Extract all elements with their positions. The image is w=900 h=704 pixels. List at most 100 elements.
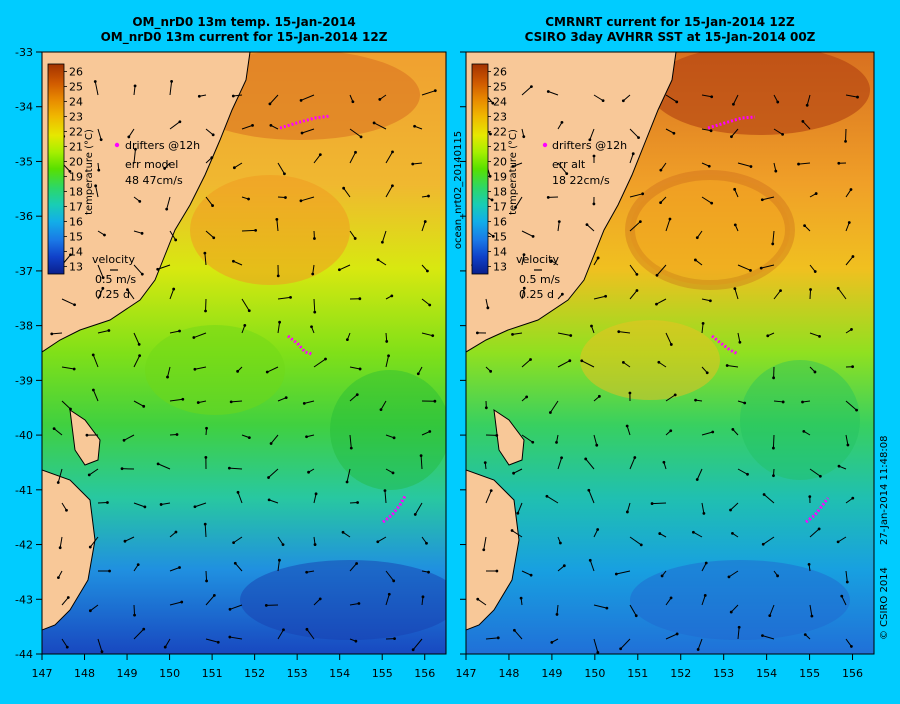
current-vector-head — [850, 328, 853, 331]
current-vector-head — [300, 199, 303, 202]
current-vector-head — [53, 427, 56, 430]
current-vector-head — [301, 132, 304, 135]
lon-tick-label: 148 — [74, 667, 95, 680]
current-vector-head — [205, 580, 208, 583]
current-vector-head — [855, 409, 858, 412]
current-vector-head — [596, 651, 599, 654]
current-vector-head — [414, 513, 417, 516]
right-velocity-time: 0.25 d — [519, 288, 554, 301]
current-vector-head — [346, 338, 349, 341]
current-vector-head — [766, 334, 769, 337]
current-vector-head — [319, 153, 322, 156]
current-vector-head — [674, 393, 677, 396]
current-vector-head — [282, 543, 285, 546]
current-vector-head — [670, 597, 673, 600]
current-vector-head — [808, 563, 811, 566]
current-vector-head — [850, 188, 853, 191]
current-vector-head — [696, 236, 699, 239]
lon-tick-label: 154 — [329, 667, 350, 680]
current-vector-head — [726, 364, 729, 367]
current-vector-head — [141, 273, 144, 276]
current-vector-head — [489, 370, 492, 373]
colorbar-tick-label: 21 — [493, 141, 507, 154]
right-drifter-legend-marker — [543, 143, 547, 147]
right-drifters-label: drifters @12h — [552, 139, 627, 152]
current-vector-head — [738, 626, 741, 629]
current-vector-head — [305, 571, 308, 574]
current-vector-head — [411, 163, 414, 166]
current-vector-head — [696, 478, 699, 481]
current-vector-head — [848, 221, 851, 224]
current-vector-head — [580, 359, 583, 362]
current-vector-head — [166, 376, 169, 379]
current-vector-head — [495, 570, 498, 573]
current-vector-head — [138, 343, 141, 346]
current-vector-head — [388, 593, 391, 596]
right-err-value: 18 22cm/s — [552, 174, 610, 187]
current-vector-head — [774, 170, 777, 173]
current-vector-head — [485, 406, 488, 409]
current-vector-head — [311, 273, 314, 276]
current-vector-head — [248, 309, 251, 312]
lon-tick-label: 152 — [670, 667, 691, 680]
current-vector-head — [547, 196, 550, 199]
current-vector-head — [670, 343, 673, 346]
current-vector-head — [390, 294, 393, 297]
current-vector-head — [629, 392, 632, 395]
right-colorbar — [472, 64, 488, 274]
current-vector-head — [428, 430, 431, 433]
current-vector-head — [232, 95, 235, 98]
current-vector-head — [428, 304, 431, 307]
current-vector-head — [846, 581, 849, 584]
current-vector-head — [59, 546, 62, 549]
lon-tick-label: 149 — [541, 667, 562, 680]
current-vector-head — [234, 562, 237, 565]
current-vector-head — [760, 267, 763, 270]
current-vector-head — [314, 543, 317, 546]
current-vector-head — [587, 489, 590, 492]
current-vector-head — [356, 501, 359, 504]
current-vector — [652, 503, 666, 504]
current-vector-head — [851, 497, 854, 500]
current-vector-head — [69, 408, 72, 411]
current-vector-head — [761, 198, 764, 201]
current-vector-head — [66, 646, 69, 649]
current-vector-head — [360, 136, 363, 139]
current-vector-head — [307, 471, 310, 474]
current-vector-head — [433, 400, 436, 403]
current-vector-head — [346, 481, 349, 484]
current-vector-head — [729, 509, 732, 512]
current-vector — [773, 435, 774, 448]
current-vector-head — [520, 597, 523, 600]
lon-tick-label: 151 — [627, 667, 648, 680]
current-vector-head — [342, 187, 345, 190]
current-vector-head — [529, 358, 532, 361]
current-vector-head — [531, 441, 534, 444]
current-vector-head — [358, 297, 361, 300]
current-vector-head — [67, 596, 70, 599]
colorbar-tick-label: 16 — [69, 216, 83, 229]
current-vector-head — [530, 574, 533, 577]
current-vector-head — [556, 613, 559, 616]
right-map-panel: CMRNRT current for 15-Jan-2014 12Z CSIRO… — [453, 15, 874, 680]
current-vector-head — [356, 393, 359, 396]
current-vector-head — [635, 614, 638, 617]
current-vector — [810, 289, 811, 299]
current-vector-head — [694, 399, 697, 402]
current-vector-head — [622, 361, 625, 364]
left-velocity-scale: 0.5 m/s — [95, 273, 136, 286]
current-vector-head — [810, 615, 813, 618]
current-vector-head — [305, 435, 308, 438]
lon-tick-label: 155 — [372, 667, 393, 680]
current-vector-head — [178, 566, 181, 569]
current-vector-head — [709, 299, 712, 302]
current-vector-head — [706, 371, 709, 374]
current-vector-head — [324, 358, 327, 361]
current-vector-head — [669, 218, 672, 221]
current-vector-head — [604, 295, 607, 298]
colorbar-tick-label: 14 — [493, 246, 507, 259]
current-vector-head — [804, 633, 807, 636]
lon-tick-label: 156 — [414, 667, 435, 680]
colorbar-tick-label: 13 — [493, 261, 507, 274]
current-vector-head — [732, 103, 735, 106]
